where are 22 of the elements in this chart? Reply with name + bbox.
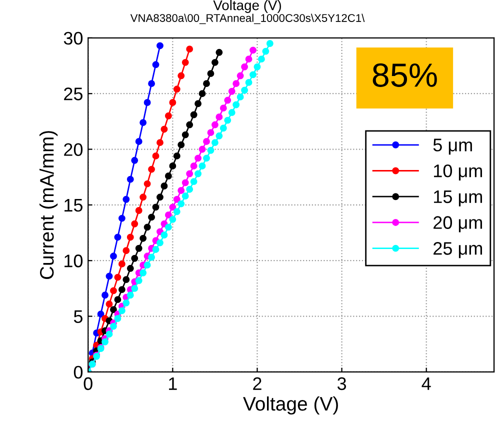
x-tick-label: 3: [337, 377, 346, 390]
y-tick-label: 30: [64, 32, 83, 45]
y-axis-title: Current (mA/mm): [39, 131, 58, 280]
y-tick-label: 25: [64, 88, 82, 100]
legend-label: 15 μm: [434, 190, 482, 206]
x-tick-label: 1: [169, 377, 177, 390]
legend-label: 5 μm: [433, 138, 472, 155]
legend-label: 25 μm: [434, 242, 482, 258]
x-axis-title: Voltage (V): [243, 396, 338, 415]
y-tick-label: 0: [74, 366, 83, 379]
legend-label: 10 μm: [434, 164, 482, 181]
y-tick-label: 10: [64, 254, 83, 268]
y-tick-label: 15: [64, 199, 82, 212]
annotation: 85%: [372, 63, 437, 87]
y-tick-label: 5: [74, 310, 82, 323]
x-tick-label: 2: [253, 377, 262, 390]
y-tick-label: 20: [64, 143, 83, 156]
chart-title: Voltage (V): [213, 0, 281, 13]
chart-subtitle: VNA8380a\00_RTAnneal_1000C30s\X5Y12C1\: [130, 14, 365, 24]
x-tick-label: 4: [422, 377, 431, 390]
x-tick-label: 0: [84, 377, 92, 390]
legend-label: 20 μm: [434, 216, 482, 232]
